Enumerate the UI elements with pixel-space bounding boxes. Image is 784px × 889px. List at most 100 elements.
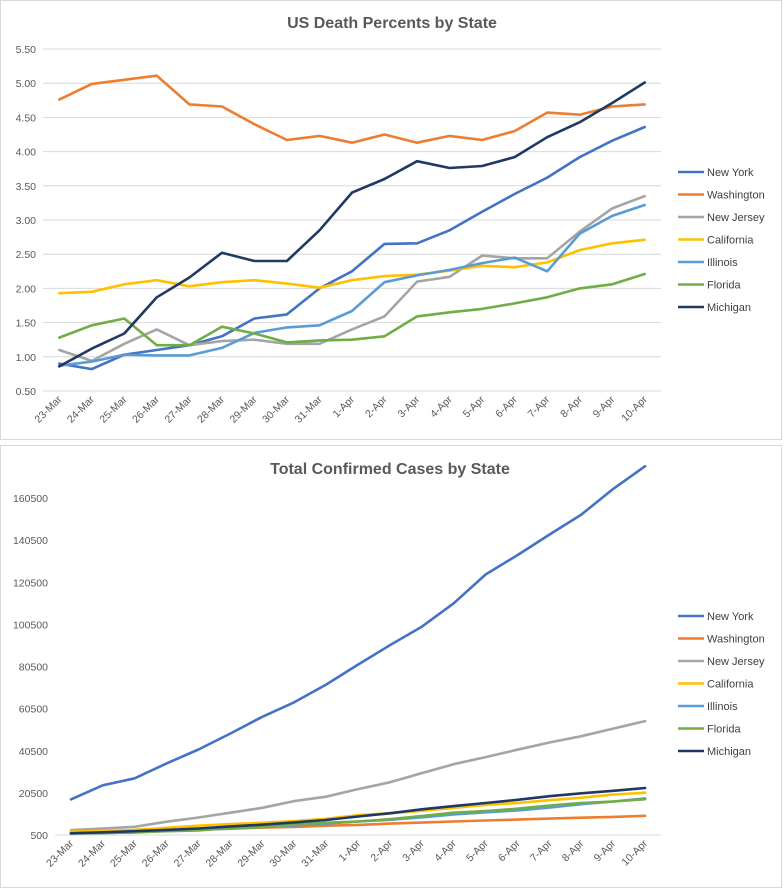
legend-label: New Jersey — [707, 656, 765, 668]
x-axis-ticks: 23-Mar 24-Mar 25-Mar 26-Mar 27-Mar 28-Mar 29-M… — [32, 390, 661, 426]
x-tick-label: 25-Mar — [97, 393, 129, 425]
series-line-new-jersey — [57, 194, 647, 363]
legend-item-michigan: Michigan — [678, 746, 751, 758]
x-tick-label: 27-Mar — [172, 837, 204, 869]
x-tick-label: 30-Mar — [267, 837, 299, 869]
series-line-michigan — [57, 81, 647, 368]
x-tick-label: 24-Mar — [76, 837, 108, 869]
y-tick-label: 1.00 — [16, 352, 37, 364]
x-tick-label: 3-Apr — [396, 393, 423, 420]
x-tick-label: 10-Apr — [619, 837, 650, 868]
y-tick-label: 2.50 — [16, 249, 37, 261]
series-line-illinois — [57, 203, 647, 368]
x-tick-label: 2-Apr — [368, 837, 395, 864]
series-line-michigan — [69, 786, 647, 835]
legend-item-illinois: Illinois — [678, 257, 738, 269]
y-tick-label: 40500 — [19, 746, 48, 758]
y-tick-label: 5.00 — [16, 78, 37, 90]
x-tick-label: 9-Apr — [592, 837, 619, 864]
legend-label: Michigan — [707, 746, 751, 758]
x-tick-label: 27-Mar — [162, 393, 194, 425]
y-tick-label: 140500 — [13, 535, 48, 547]
series-line-new-york — [69, 464, 647, 801]
legend-item-washington: Washington — [678, 634, 765, 646]
legend-item-new-york: New York — [678, 611, 754, 623]
legend-item-new-jersey: New Jersey — [678, 656, 765, 668]
legend-item-california: California — [678, 679, 754, 691]
x-tick-label: 31-Mar — [293, 393, 325, 425]
x-tick-label: 23-Mar — [44, 837, 76, 869]
legend: New York Washington New Jersey California Il… — [678, 167, 765, 314]
x-axis-ticks: 23-Mar 24-Mar 25-Mar 26-Mar 27-Mar 28-Mar 29-M… — [44, 834, 661, 870]
x-tick-label: 3-Apr — [400, 837, 427, 864]
y-tick-label: 0.50 — [16, 386, 37, 398]
x-tick-label: 23-Mar — [32, 393, 64, 425]
x-tick-label: 7-Apr — [526, 393, 553, 420]
x-tick-label: 7-Apr — [528, 837, 555, 864]
y-tick-label: 120500 — [13, 577, 48, 589]
x-tick-label: 5-Apr — [464, 837, 491, 864]
x-tick-label: 28-Mar — [195, 393, 227, 425]
legend-label: New Jersey — [707, 212, 765, 224]
x-tick-label: 6-Apr — [496, 837, 523, 864]
series-line-florida — [57, 272, 647, 347]
y-tick-label: 4.00 — [16, 147, 37, 159]
legend-label: Washington — [707, 190, 765, 202]
x-tick-label: 29-Mar — [228, 393, 260, 425]
y-tick-label: 2.00 — [16, 283, 37, 295]
x-tick-label: 25-Mar — [108, 837, 140, 869]
legend-label: Florida — [707, 280, 742, 292]
x-tick-label: 6-Apr — [493, 393, 520, 420]
legend-item-california: California — [678, 235, 754, 247]
chart-title: Total Confirmed Cases by State — [270, 461, 510, 478]
legend-label: Florida — [707, 724, 742, 736]
chart-title: US Death Percents by State — [287, 15, 497, 32]
x-tick-label: 8-Apr — [560, 837, 587, 864]
confirmed-cases-chart-panel: Total Confirmed Cases by State 500 20500 4… — [0, 445, 782, 888]
x-tick-label: 30-Mar — [260, 393, 292, 425]
y-tick-label: 160500 — [13, 493, 48, 505]
x-tick-label: 8-Apr — [558, 393, 585, 420]
x-tick-label: 26-Mar — [130, 393, 162, 425]
legend: New York Washington New Jersey California Il… — [678, 611, 765, 758]
death-percent-chart-panel: US Death Percents by State 0.50 1.00 1.50 2… — [0, 0, 782, 440]
confirmed-cases-chart: Total Confirmed Cases by State 500 20500 4… — [13, 461, 765, 870]
x-tick-label: 4-Apr — [428, 393, 455, 420]
y-tick-label: 100500 — [13, 619, 48, 631]
legend-item-new-jersey: New Jersey — [678, 212, 765, 224]
x-tick-label: 2-Apr — [363, 393, 390, 420]
x-tick-label: 28-Mar — [204, 837, 236, 869]
y-tick-label: 3.00 — [16, 215, 37, 227]
legend-label: New York — [707, 611, 754, 623]
x-tick-label: 9-Apr — [591, 393, 618, 420]
legend-label: California — [707, 679, 754, 691]
legend-item-florida: Florida — [678, 724, 742, 736]
series-line-new-jersey — [69, 719, 647, 832]
legend-label: New York — [707, 167, 754, 179]
x-tick-label: 31-Mar — [299, 837, 331, 869]
y-tick-label: 1.50 — [16, 318, 37, 330]
legend-item-michigan: Michigan — [678, 302, 751, 314]
series-lines — [57, 74, 647, 371]
x-tick-label: 29-Mar — [235, 837, 267, 869]
legend-label: Illinois — [707, 257, 738, 269]
y-tick-label: 500 — [30, 830, 48, 842]
y-tick-label: 60500 — [19, 704, 48, 716]
y-tick-label: 80500 — [19, 662, 48, 674]
y-tick-label: 5.50 — [16, 44, 37, 56]
legend-item-new-york: New York — [678, 167, 754, 179]
series-lines — [69, 464, 647, 835]
y-tick-label: 3.50 — [16, 181, 37, 193]
x-tick-label: 26-Mar — [140, 837, 172, 869]
legend-label: Michigan — [707, 302, 751, 314]
x-tick-label: 24-Mar — [65, 393, 97, 425]
legend-label: Washington — [707, 634, 765, 646]
y-tick-label: 20500 — [19, 788, 48, 800]
x-tick-label: 1-Apr — [336, 837, 363, 864]
x-tick-label: 4-Apr — [432, 837, 459, 864]
series-line-california — [57, 238, 647, 295]
series-line-washington — [57, 74, 647, 144]
legend-label: Illinois — [707, 701, 738, 713]
y-tick-label: 4.50 — [16, 112, 37, 124]
legend-item-florida: Florida — [678, 280, 742, 292]
